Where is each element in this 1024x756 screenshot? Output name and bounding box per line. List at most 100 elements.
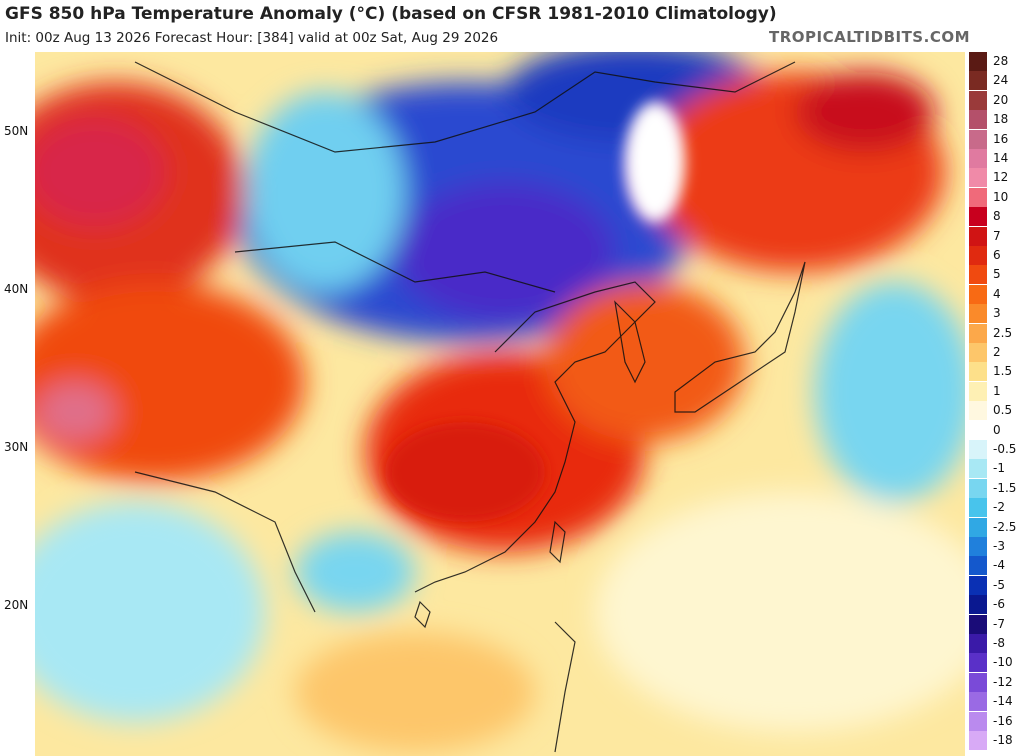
colorbar-entry: -12 — [967, 672, 1024, 693]
cool-anomaly-west — [245, 92, 405, 292]
colorbar-label: 2.5 — [993, 325, 1013, 340]
colorbar-entry: 28 — [967, 52, 1024, 72]
china-coastline — [414, 281, 656, 593]
colorbar-swatch — [969, 440, 987, 460]
russia-border — [134, 61, 796, 153]
colorbar-entry: 5 — [967, 265, 1024, 286]
colorbar-entry: 12 — [967, 168, 1024, 189]
colorbar-entry: 1.5 — [967, 362, 1024, 383]
lat-label-30n: 30N — [4, 440, 29, 454]
anomaly-details — [385, 102, 685, 522]
colorbar-swatch — [969, 149, 987, 169]
colorbar-swatch — [969, 595, 987, 616]
colorbar-label: -4 — [993, 558, 1005, 573]
colorbar-swatch — [969, 537, 987, 557]
colorbar-swatch — [969, 634, 987, 654]
himalaya-border — [134, 471, 316, 613]
colorbar-swatch — [969, 556, 987, 577]
colorbar-label: 0 — [993, 422, 1001, 437]
colorbar-entry: -6 — [967, 595, 1024, 616]
colorbar-swatch — [969, 90, 987, 111]
colorbar-label: 1 — [993, 383, 1001, 398]
colorbar-swatch — [969, 207, 987, 228]
colorbar-label: -2.5 — [993, 519, 1017, 534]
colorbar-entry: -18 — [967, 731, 1024, 751]
colorbar-entry: 20 — [967, 90, 1024, 111]
colorbar-label: -10 — [993, 655, 1013, 670]
colorbar-label: 16 — [993, 131, 1009, 146]
colorbar-entry: -1.5 — [967, 478, 1024, 499]
colorbar-entry: -4 — [967, 556, 1024, 577]
lat-label-40n: 40N — [4, 282, 29, 296]
colorbar-label: 14 — [993, 151, 1009, 165]
neutral-anomaly-band — [625, 102, 685, 222]
cool-anomaly-south-china — [295, 532, 415, 612]
colorbar-entry: -5 — [967, 575, 1024, 596]
colorbar-label: -7 — [993, 616, 1005, 631]
colorbar-swatch — [969, 129, 987, 150]
colorbar-label: 7 — [993, 228, 1001, 243]
colorbar-entry: -7 — [967, 614, 1024, 635]
colorbar-entry: -0.5 — [967, 440, 1024, 460]
colorbar-label: -8 — [993, 636, 1005, 650]
colorbar-swatch — [969, 187, 987, 208]
colorbar-entry: -8 — [967, 634, 1024, 654]
colorbar-swatch — [969, 52, 987, 72]
colorbar-swatch — [969, 284, 987, 305]
colorbar-label: 3 — [993, 306, 1001, 321]
colorbar-label: -18 — [993, 733, 1013, 747]
colorbar-swatch — [969, 168, 987, 189]
colorbar-entry: 14 — [967, 149, 1024, 169]
colorbar-swatch — [969, 304, 987, 325]
colorbar-swatch — [969, 420, 987, 441]
colorbar-label: 10 — [993, 189, 1009, 204]
mongolia-border — [234, 241, 556, 293]
colorbar-entry: -16 — [967, 711, 1024, 732]
warm-anomaly-pink — [35, 382, 115, 442]
colorbar-entry: -10 — [967, 653, 1024, 674]
coastlines — [134, 61, 806, 753]
colorbar-swatch — [969, 71, 987, 92]
colorbar-label: -12 — [993, 674, 1013, 689]
colorbar-label: 18 — [993, 112, 1009, 127]
colorbar-legend: 28 24 20 18 16 14 12 10 8 7 6 5 4 3 2.5 2 1.5 1 0.5 0 -0.5 -1… — [967, 52, 1024, 756]
warm-anomaly-core-west — [35, 117, 165, 227]
colorbar-swatch — [969, 517, 987, 538]
colorbar-label: -1.5 — [993, 480, 1017, 495]
colorbar-swatch — [969, 498, 987, 519]
colorbar-entry: 3 — [967, 304, 1024, 325]
colorbar-entry: 18 — [967, 110, 1024, 131]
lat-label-20n: 20N — [4, 598, 29, 612]
colorbar-label: -6 — [993, 597, 1005, 612]
lat-label-50n: 50N — [4, 124, 29, 138]
korea-coastline — [614, 300, 646, 384]
colorbar-label: 24 — [993, 73, 1009, 88]
source-credit: TROPICALTIDBITS.COM — [769, 28, 970, 46]
cold-anomaly-core — [395, 182, 615, 322]
colorbar-entry: -14 — [967, 692, 1024, 713]
colorbar-entry: 0 — [967, 420, 1024, 441]
warm-anomaly-far-east — [795, 72, 935, 152]
anomaly-map — [35, 52, 965, 756]
colorbar-entry: 2.5 — [967, 323, 1024, 344]
colorbar-swatch — [969, 362, 987, 383]
colorbar-label: 28 — [993, 54, 1009, 68]
colorbar-label: -3 — [993, 539, 1005, 553]
colorbar-swatch — [969, 478, 987, 499]
colorbar-swatch — [969, 731, 987, 751]
japan-coastline — [674, 261, 806, 413]
colorbar-swatch — [969, 459, 987, 480]
colorbar-swatch — [969, 614, 987, 635]
colorbar-entry: 24 — [967, 71, 1024, 92]
colorbar-label: 4 — [993, 286, 1001, 301]
colorbar-swatch — [969, 265, 987, 286]
cool-anomaly-pacific — [815, 282, 965, 502]
cool-anomaly-india — [35, 502, 265, 722]
colorbar-swatch — [969, 343, 987, 363]
colorbar-label: 1.5 — [993, 364, 1013, 379]
colorbar-swatch — [969, 672, 987, 693]
colorbar-label: 5 — [993, 267, 1001, 282]
colorbar-swatch — [969, 692, 987, 713]
hainan-coastline — [414, 600, 431, 629]
taiwan-coastline — [549, 520, 566, 564]
